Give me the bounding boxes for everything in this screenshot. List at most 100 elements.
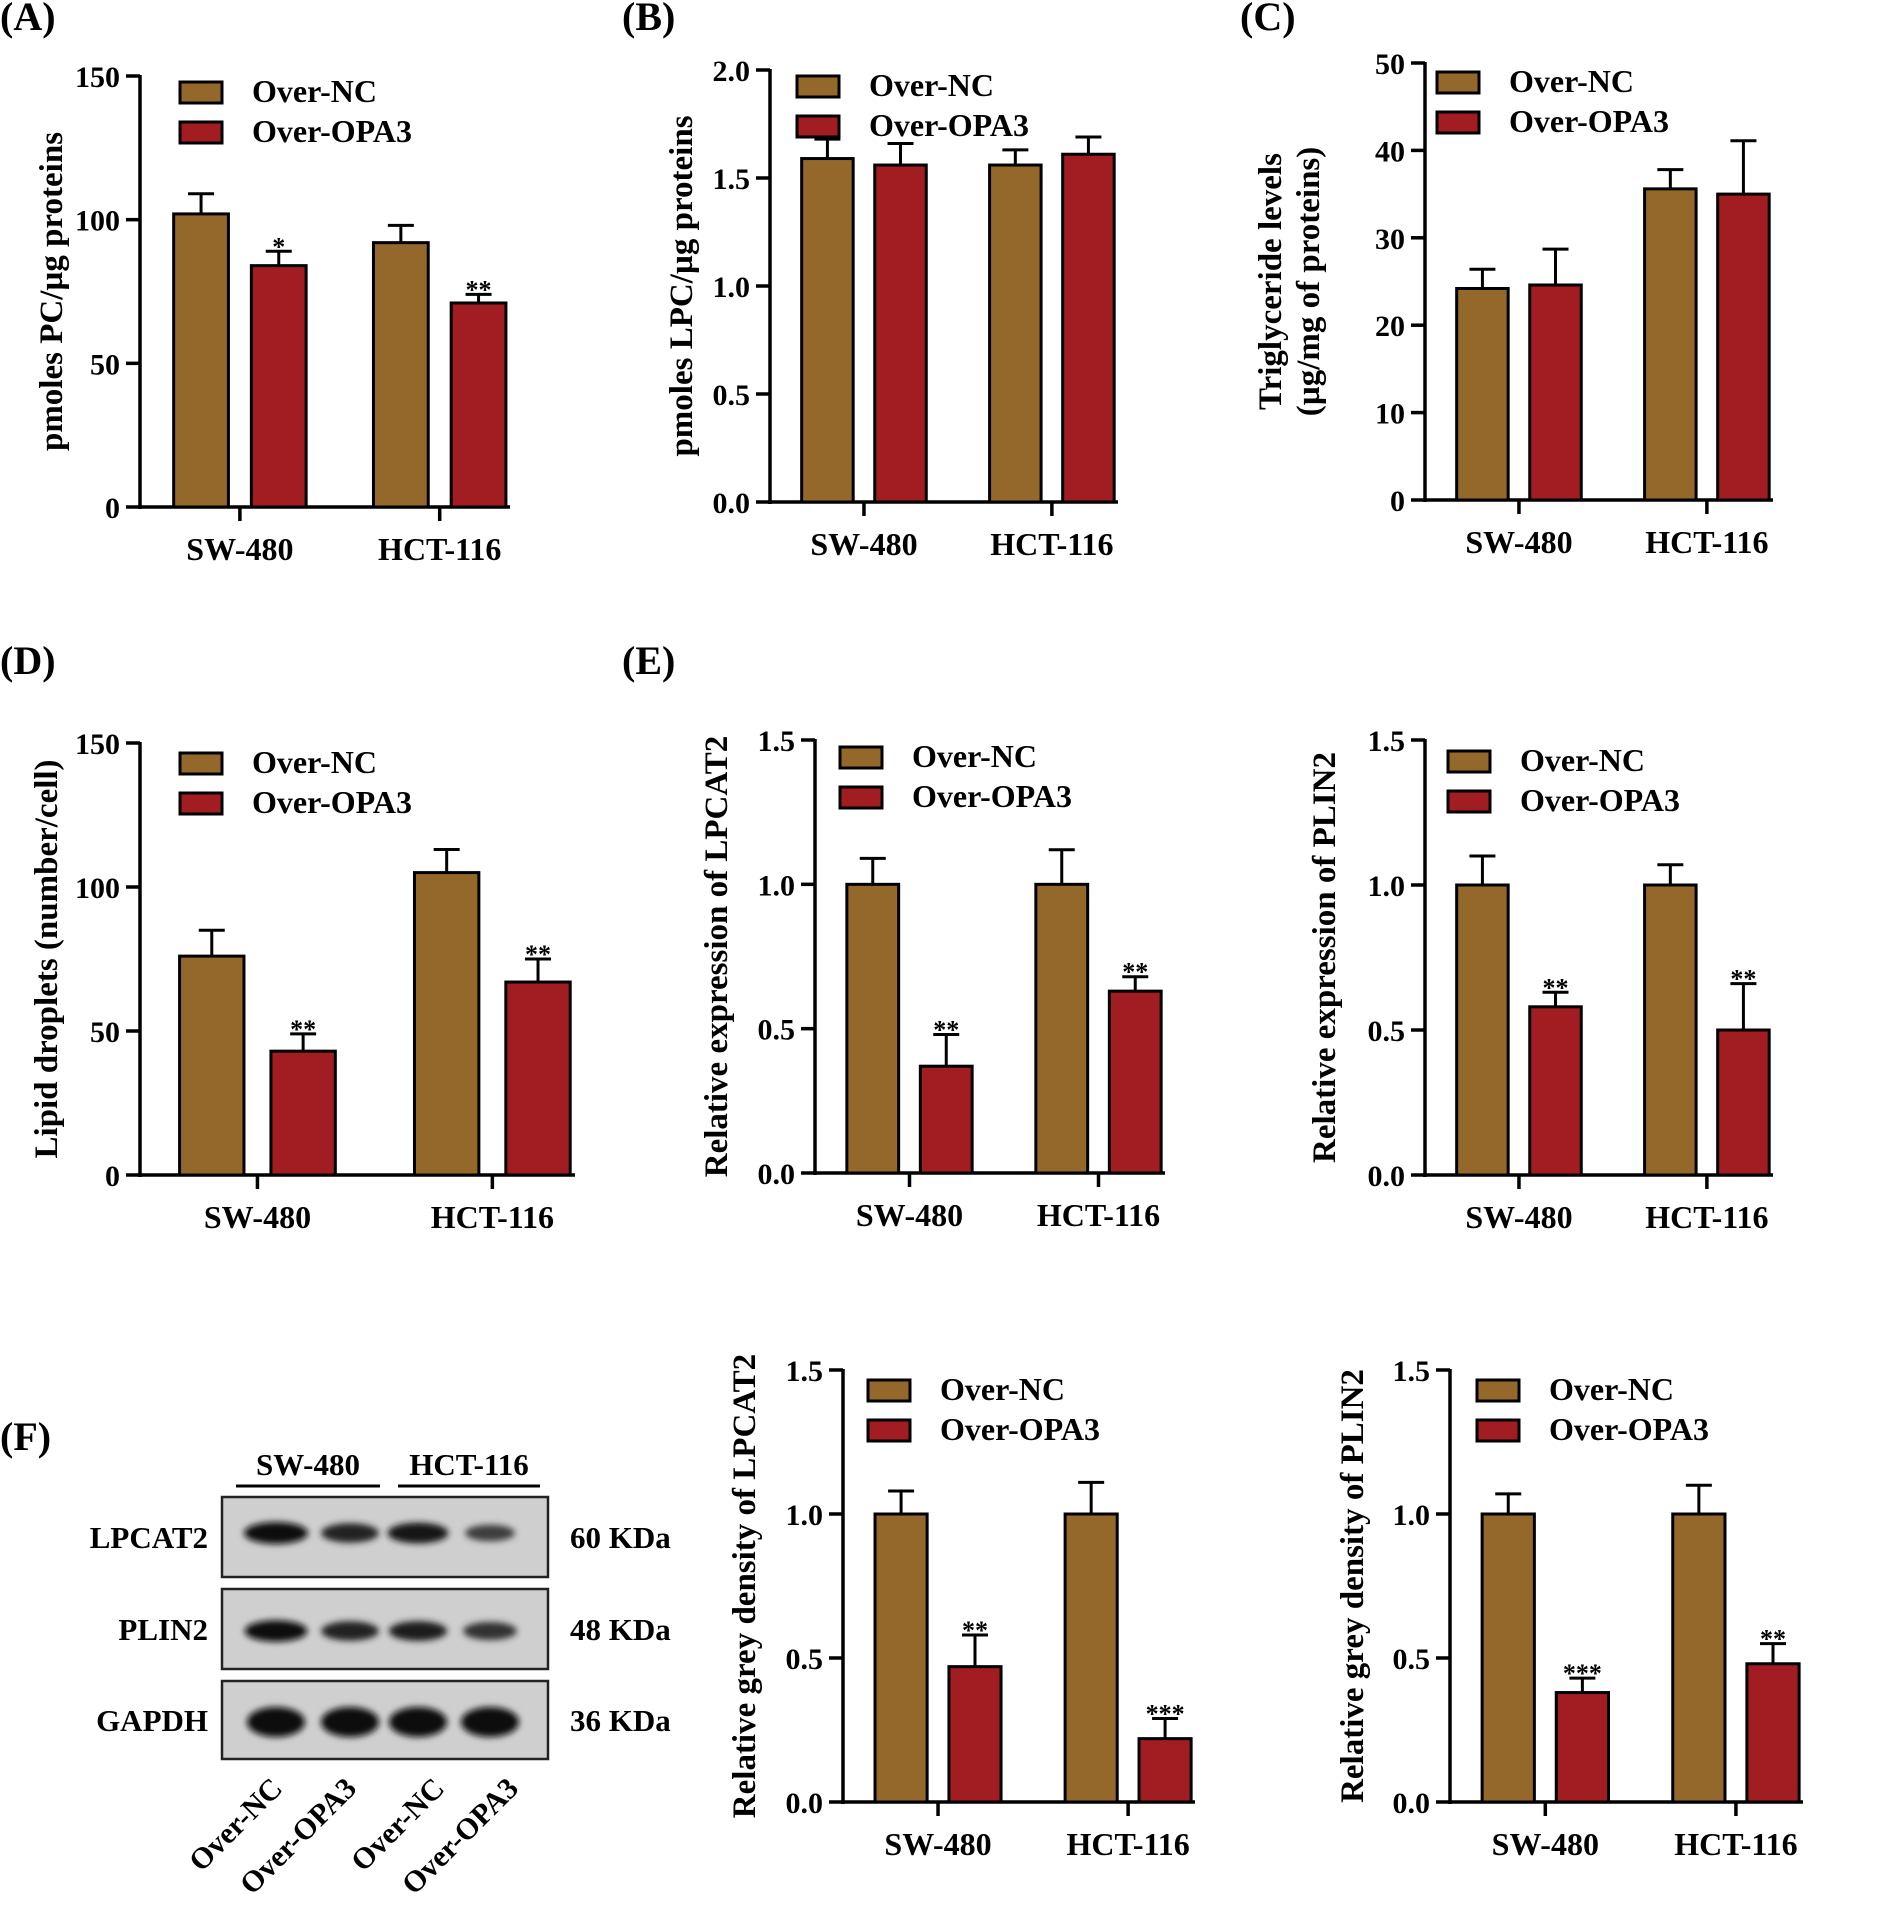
y-tick-label: 1.0: [786, 1499, 824, 1532]
blot-size-label: 36 KDa: [570, 1703, 671, 1738]
chart-e-lpcat2: 0.0 0.5 1.0 1.5 Relative expression of LPCAT…: [699, 725, 1165, 1233]
y-tick-label: 1.0: [1368, 870, 1406, 903]
legend-label: Over-NC: [940, 1371, 1065, 1407]
significance-marker: *: [272, 232, 285, 261]
y-tick-label: 1.5: [786, 1355, 824, 1388]
x-tick-label: SW-480: [1492, 1826, 1599, 1862]
bar-over-opa3: [1528, 283, 1583, 502]
y-tick-label: 1.5: [713, 163, 751, 196]
bar-over-nc: [172, 212, 230, 509]
blot-band: [244, 1522, 308, 1544]
y-tick-label: 100: [75, 872, 120, 905]
bar-over-nc: [845, 882, 901, 1175]
x-tick-label: HCT-116: [378, 531, 501, 567]
bar-over-opa3: [1554, 1691, 1610, 1804]
bar-over-nc: [873, 1512, 929, 1804]
chart-a: 0 50 100 150 pmoles PC/µg proteins SW-480 * HCT…: [34, 61, 510, 567]
y-tick-label: 10: [1375, 398, 1405, 431]
x-tick-label: SW-480: [186, 531, 293, 567]
blot-protein-label: LPCAT2: [90, 1520, 208, 1555]
x-tick-label: HCT-116: [990, 526, 1113, 562]
significance-marker: **: [1760, 1625, 1786, 1654]
significance-marker: ***: [1563, 1659, 1602, 1688]
panel-label-b: (B): [622, 0, 675, 39]
legend-swatch-over-nc: [795, 74, 841, 99]
blot-band: [321, 1523, 379, 1543]
blot-band: [247, 1707, 305, 1737]
x-tick-label: HCT-116: [1674, 1826, 1797, 1862]
blot-protein-label: PLIN2: [118, 1612, 208, 1647]
bar-over-opa3: [1107, 989, 1163, 1175]
legend-swatch-over-opa3: [178, 120, 224, 145]
legend-swatch-over-opa3: [1435, 110, 1481, 135]
y-axis-label: Relative grey density of LPCAT2: [727, 1354, 763, 1818]
bar-over-opa3: [1716, 1028, 1771, 1177]
legend-swatch-over-opa3: [178, 791, 224, 816]
bar-over-nc: [1455, 286, 1510, 502]
y-axis-label: Relative grey density of PLIN2: [1335, 1369, 1371, 1803]
x-tick-label: HCT-116: [1645, 524, 1768, 560]
legend-label: Over-OPA3: [869, 107, 1029, 143]
bar-over-opa3: [947, 1665, 1003, 1804]
bar-over-opa3: [449, 301, 508, 509]
bar-over-opa3: [1716, 192, 1771, 502]
blot-band: [461, 1707, 519, 1737]
y-tick-label: 0.0: [1368, 1160, 1406, 1193]
panel-label-a: (A): [0, 0, 56, 39]
y-tick-label: 20: [1375, 310, 1405, 343]
legend-swatch-over-nc: [178, 80, 224, 105]
x-tick-label: HCT-116: [1066, 1826, 1189, 1862]
blot-band: [389, 1707, 447, 1737]
legend-label: Over-NC: [912, 738, 1037, 774]
legend-swatch-over-nc: [1475, 1378, 1521, 1403]
bar-over-nc: [1480, 1512, 1536, 1804]
blot-band: [244, 1620, 308, 1642]
legend-label: Over-NC: [1520, 742, 1645, 778]
bar-over-nc: [1455, 883, 1510, 1177]
significance-marker: **: [1543, 973, 1569, 1002]
bar-over-opa3: [873, 163, 928, 504]
bar-over-nc: [988, 163, 1043, 504]
blot-band: [387, 1522, 449, 1544]
x-tick-label: SW-480: [204, 1199, 311, 1235]
y-tick-label: 1.0: [713, 271, 751, 304]
y-tick-label: 0.0: [758, 1158, 796, 1191]
legend-swatch-over-opa3: [866, 1418, 912, 1443]
bar-over-opa3: [1528, 1005, 1583, 1177]
y-tick-label: 50: [1375, 48, 1405, 81]
legend-swatch-over-nc: [1435, 70, 1481, 95]
blot-size-label: 60 KDa: [570, 1520, 671, 1555]
significance-marker: **: [466, 275, 492, 304]
legend-swatch-over-opa3: [838, 785, 884, 810]
y-tick-label: 0.5: [1393, 1643, 1431, 1676]
bar-over-opa3: [269, 1049, 337, 1177]
bar-over-opa3: [1137, 1737, 1193, 1804]
y-tick-label: 0: [105, 1160, 120, 1193]
y-tick-label: 1.5: [758, 725, 796, 758]
chart-c: 0 10 20 30 40 50 Triglyceride levels (µg/mg of …: [1253, 48, 1773, 560]
bar-over-nc: [1643, 883, 1698, 1177]
panel-label-e: (E): [622, 638, 675, 683]
legend-label: Over-OPA3: [940, 1411, 1100, 1447]
y-tick-label: 50: [90, 1016, 120, 1049]
y-tick-label: 0.5: [786, 1643, 824, 1676]
bar-over-nc: [1643, 187, 1698, 502]
bar-over-nc: [1034, 882, 1090, 1175]
blot-protein-label: GAPDH: [96, 1703, 208, 1738]
x-tick-label: HCT-116: [1645, 1199, 1768, 1235]
bar-over-opa3: [504, 980, 572, 1177]
significance-marker: **: [933, 1015, 959, 1044]
y-tick-label: 1.5: [1393, 1355, 1431, 1388]
significance-marker: **: [525, 940, 551, 969]
y-tick-label: 0: [1390, 485, 1405, 518]
bar-over-nc: [412, 871, 481, 1177]
y-tick-label: 30: [1375, 223, 1405, 256]
blot-band: [321, 1707, 379, 1737]
blot-band: [465, 1524, 515, 1542]
bar-over-nc: [178, 954, 246, 1177]
y-axis-label: Lipid droplets (number/cell): [29, 759, 65, 1158]
legend-swatch-over-opa3: [1475, 1418, 1521, 1443]
legend-label: Over-OPA3: [252, 784, 412, 820]
y-axis-label: Relative expression of PLIN2: [1307, 752, 1343, 1163]
bar-over-nc: [1671, 1512, 1727, 1804]
